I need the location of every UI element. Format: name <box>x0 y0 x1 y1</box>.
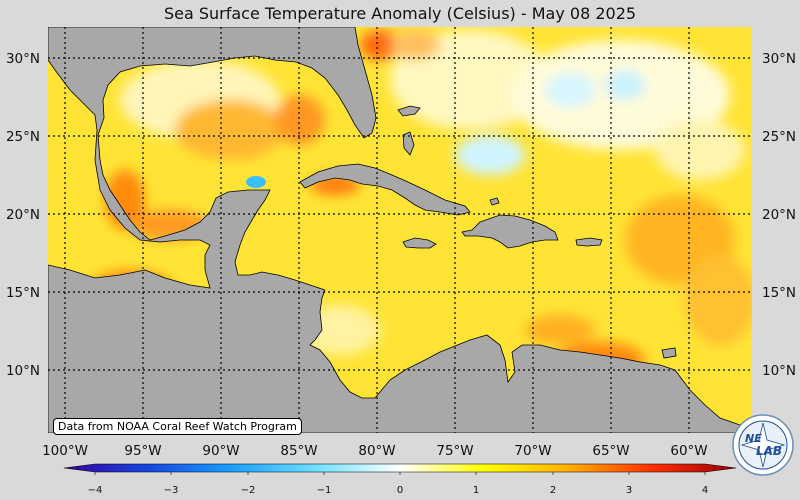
logo-text: NE <box>745 432 762 445</box>
colorbar-tick-label: 3 <box>626 485 632 496</box>
colorbar-tick-label: 0 <box>397 485 403 496</box>
colorbar: −4 −3 −2 −1 0 1 2 3 4 <box>63 463 737 496</box>
lon-label: 60°W <box>670 443 707 459</box>
map-title: Sea Surface Temperature Anomaly (Celsius… <box>163 4 637 23</box>
latitude-axis-right: 30°N 25°N 20°N 15°N 10°N <box>762 51 796 379</box>
lat-label: 30°N <box>762 51 796 67</box>
lon-label: 85°W <box>280 443 317 459</box>
colorbar-gradient <box>63 463 737 473</box>
longitude-axis: 100°W 95°W 90°W 85°W 80°W 75°W 70°W 65°W… <box>42 443 708 459</box>
lon-label: 95°W <box>124 443 161 459</box>
logo-text: LAB <box>756 444 782 458</box>
lat-label: 20°N <box>6 207 40 223</box>
colorbar-tick-label: −2 <box>241 485 256 496</box>
lat-label: 25°N <box>762 129 796 145</box>
lon-label: 90°W <box>202 443 239 459</box>
colorbar-tick-label: 2 <box>550 485 556 496</box>
lat-label: 15°N <box>6 285 40 301</box>
latitude-axis-left: 30°N 25°N 20°N 15°N 10°N <box>6 51 40 379</box>
lat-label: 30°N <box>6 51 40 67</box>
lat-label: 20°N <box>762 207 796 223</box>
colorbar-tick-label: −3 <box>164 485 179 496</box>
lon-label: 70°W <box>514 443 551 459</box>
colorbar-tick-label: 4 <box>702 485 708 496</box>
lon-label: 75°W <box>436 443 473 459</box>
lat-label: 25°N <box>6 129 40 145</box>
cold-anomaly-spot <box>246 176 266 188</box>
lon-label: 100°W <box>42 443 88 459</box>
lat-label: 15°N <box>762 285 796 301</box>
colorbar-tick-label: −1 <box>317 485 332 496</box>
colorbar-tick-label: 1 <box>473 485 479 496</box>
lon-label: 65°W <box>592 443 629 459</box>
nesdis-star-logo-icon: NE LAB <box>732 414 794 476</box>
lat-label: 10°N <box>6 363 40 379</box>
colorbar-tick-label: −4 <box>88 485 103 496</box>
graticule <box>48 27 752 433</box>
land-masses <box>48 27 752 433</box>
data-source-credit: Data from NOAA Coral Reef Watch Program <box>53 418 302 435</box>
lat-label: 10°N <box>762 363 796 379</box>
lon-label: 80°W <box>358 443 395 459</box>
